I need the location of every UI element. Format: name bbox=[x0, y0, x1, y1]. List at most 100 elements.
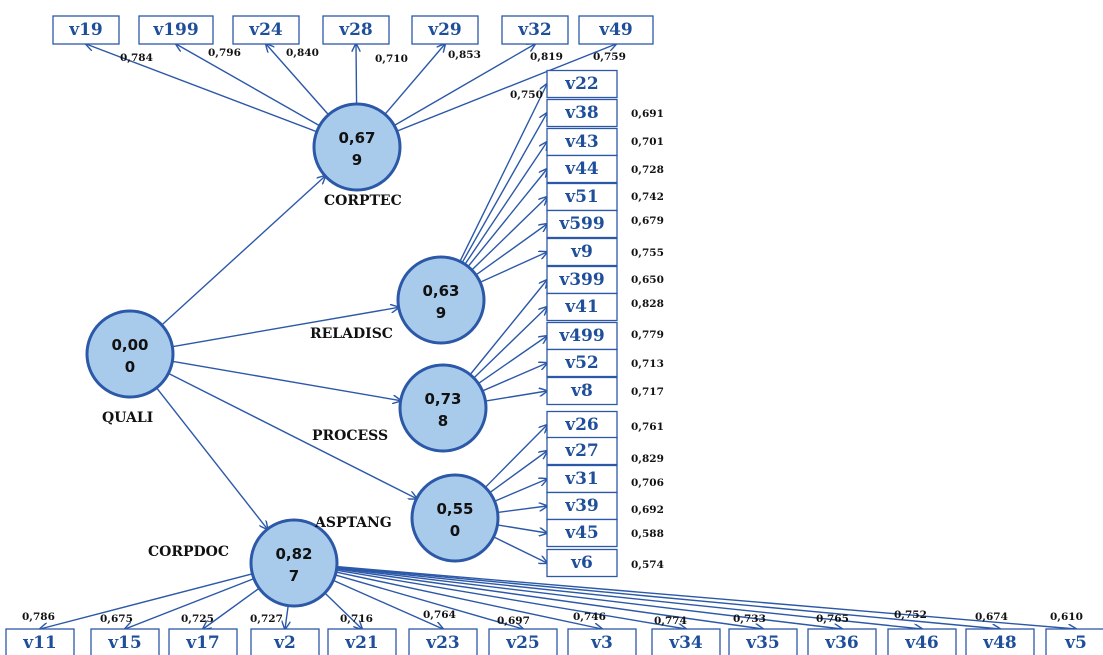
loading-arrow-v49 bbox=[396, 44, 616, 132]
loading-arrow-v21 bbox=[324, 592, 362, 629]
loading-value-v25: 0,697 bbox=[497, 615, 530, 627]
loading-value-v15: 0,675 bbox=[100, 613, 133, 625]
construct-r2-quali: 0,00 bbox=[111, 336, 148, 354]
loading-arrow-v45 bbox=[497, 524, 547, 533]
indicator-box-v44 bbox=[546, 154, 618, 184]
loading-value-v199: 0,796 bbox=[208, 47, 241, 59]
loading-value-v45: 0,588 bbox=[631, 528, 664, 540]
indicator-label-v17: v17 bbox=[185, 633, 220, 653]
indicator-box-v36 bbox=[807, 628, 877, 655]
loading-value-v26: 0,761 bbox=[631, 421, 664, 433]
indicator-box-v48 bbox=[965, 628, 1035, 655]
indicator-label-v199: v199 bbox=[152, 20, 198, 40]
loading-arrow-v48 bbox=[336, 566, 1000, 629]
indicator-box-v6 bbox=[546, 548, 618, 578]
construct-node-asptang bbox=[410, 473, 500, 563]
construct-r2-reladisc: 0,63 bbox=[422, 282, 459, 300]
loading-arrow-v26 bbox=[484, 425, 547, 488]
indicator-box-v46 bbox=[887, 628, 957, 655]
loading-value-v399: 0,650 bbox=[631, 274, 664, 286]
indicator-label-v38: v38 bbox=[564, 103, 599, 123]
indicator-box-v499 bbox=[546, 321, 618, 351]
indicator-box-v15 bbox=[90, 628, 160, 655]
indicator-label-v32: v32 bbox=[517, 20, 552, 40]
loading-value-v36: 0,765 bbox=[816, 613, 849, 625]
loading-arrow-v19 bbox=[86, 44, 318, 133]
loading-value-v39: 0,692 bbox=[631, 504, 664, 516]
loading-arrow-v34 bbox=[336, 569, 686, 629]
indicator-label-v35: v35 bbox=[745, 633, 780, 653]
loading-arrow-v5 bbox=[336, 565, 1076, 629]
indicator-box-v26 bbox=[546, 410, 618, 440]
indicator-label-v31: v31 bbox=[564, 469, 599, 489]
loading-value-v49: 0,759 bbox=[593, 51, 626, 63]
indicator-label-v26: v26 bbox=[564, 415, 599, 435]
indicator-label-v39: v39 bbox=[564, 496, 599, 516]
construct-name-corptec: CORPTEC bbox=[324, 193, 402, 209]
path-quali-to-reladisc bbox=[172, 307, 398, 348]
loading-value-v21: 0,716 bbox=[340, 613, 373, 625]
indicator-label-v11: v11 bbox=[22, 633, 57, 653]
indicator-label-v52: v52 bbox=[564, 353, 599, 373]
indicator-label-v5: v5 bbox=[1064, 633, 1087, 653]
loading-arrow-v52 bbox=[482, 363, 547, 392]
indicator-label-v36: v36 bbox=[824, 633, 859, 653]
indicator-box-v52 bbox=[546, 348, 618, 378]
loading-value-v38: 0,691 bbox=[631, 108, 664, 120]
construct-r2-asptang: 0,55 bbox=[436, 500, 473, 518]
loading-value-v44: 0,728 bbox=[631, 164, 664, 176]
loading-arrow-v17 bbox=[203, 587, 260, 629]
indicator-label-v6: v6 bbox=[570, 553, 593, 573]
loading-arrow-v43 bbox=[464, 142, 547, 265]
indicator-box-v27 bbox=[546, 436, 618, 466]
construct-r2-cont-reladisc: 9 bbox=[436, 304, 446, 322]
indicator-box-v51 bbox=[546, 182, 618, 212]
indicator-label-v28: v28 bbox=[338, 20, 373, 40]
loading-value-v51: 0,742 bbox=[631, 191, 664, 203]
loading-arrow-v599 bbox=[475, 224, 547, 276]
indicator-label-v51: v51 bbox=[564, 187, 599, 207]
loading-arrow-v25 bbox=[335, 574, 523, 629]
path-quali-to-corpdoc bbox=[155, 387, 268, 529]
indicator-box-v21 bbox=[327, 628, 397, 655]
loading-value-v46: 0,752 bbox=[894, 609, 927, 621]
loading-value-v19: 0,784 bbox=[120, 52, 153, 64]
indicator-label-v599: v599 bbox=[558, 214, 604, 234]
loading-arrow-v29 bbox=[384, 44, 445, 115]
indicator-box-v24 bbox=[232, 15, 300, 45]
indicator-label-v45: v45 bbox=[564, 523, 599, 543]
loading-value-v29: 0,853 bbox=[448, 49, 481, 61]
indicator-box-v23 bbox=[408, 628, 478, 655]
indicator-label-v46: v46 bbox=[904, 633, 939, 653]
loading-arrow-v31 bbox=[494, 479, 547, 502]
construct-r2-cont-process: 8 bbox=[438, 412, 448, 430]
loading-arrow-v2 bbox=[285, 605, 288, 629]
loading-value-v2: 0,727 bbox=[250, 613, 283, 625]
indicator-box-v199 bbox=[138, 15, 214, 45]
loading-arrow-v28 bbox=[356, 44, 357, 105]
indicator-box-v17 bbox=[168, 628, 238, 655]
indicator-box-v45 bbox=[546, 518, 618, 548]
loading-value-v6: 0,574 bbox=[631, 559, 664, 571]
construct-name-quali: QUALI bbox=[102, 410, 153, 426]
indicator-box-v3 bbox=[567, 628, 637, 655]
loading-value-v52: 0,713 bbox=[631, 358, 664, 370]
loading-arrow-v3 bbox=[335, 571, 602, 629]
indicator-label-v19: v19 bbox=[68, 20, 103, 40]
loading-arrow-v6 bbox=[493, 536, 547, 563]
loading-value-v599: 0,679 bbox=[631, 215, 664, 227]
indicator-label-v499: v499 bbox=[558, 326, 604, 346]
construct-r2-cont-corpdoc: 7 bbox=[289, 567, 299, 585]
loading-arrow-v35 bbox=[336, 568, 763, 629]
loading-arrow-v23 bbox=[333, 579, 443, 629]
indicator-label-v399: v399 bbox=[558, 270, 604, 290]
loading-value-v43: 0,701 bbox=[631, 136, 664, 148]
loading-value-v499: 0,779 bbox=[631, 329, 664, 341]
path-quali-to-corptec bbox=[161, 176, 325, 326]
indicator-box-v41 bbox=[546, 292, 618, 322]
indicator-box-v19 bbox=[52, 15, 120, 45]
loading-value-v41: 0,828 bbox=[631, 298, 664, 310]
indicator-box-v28 bbox=[322, 15, 390, 45]
indicator-box-v11 bbox=[5, 628, 75, 655]
indicator-label-v9: v9 bbox=[570, 242, 593, 262]
